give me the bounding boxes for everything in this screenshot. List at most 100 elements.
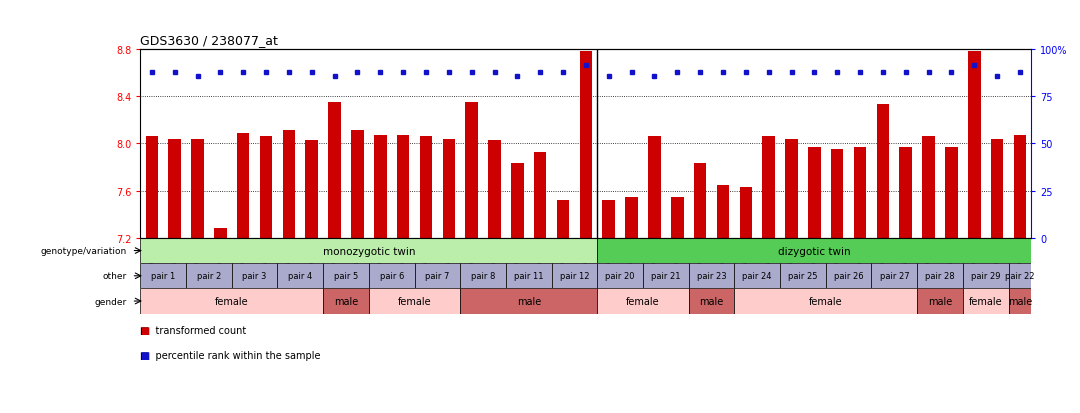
Bar — [963, 289, 1009, 314]
Bar — [374, 136, 387, 238]
Text: female: female — [969, 296, 1002, 306]
Text: male: male — [1008, 296, 1032, 306]
Bar — [780, 263, 826, 289]
Bar — [643, 263, 689, 289]
Bar — [323, 289, 369, 314]
Bar — [922, 137, 935, 238]
Bar — [505, 263, 552, 289]
Bar — [990, 139, 1003, 238]
Text: pair 6: pair 6 — [379, 272, 404, 280]
Text: pair 28: pair 28 — [926, 272, 955, 280]
Bar — [1009, 289, 1031, 314]
Bar — [323, 263, 369, 289]
Text: male: male — [516, 296, 541, 306]
Bar — [511, 164, 524, 238]
Text: pair 12: pair 12 — [559, 272, 590, 280]
Bar — [831, 150, 843, 238]
Bar — [872, 263, 917, 289]
Bar — [420, 137, 432, 238]
Bar — [717, 185, 729, 238]
Text: other: other — [103, 272, 127, 280]
Text: pair 29: pair 29 — [971, 272, 1000, 280]
Bar — [443, 139, 455, 238]
Bar — [557, 201, 569, 238]
Bar — [625, 197, 638, 238]
Bar — [278, 263, 323, 289]
Bar — [945, 147, 958, 238]
Bar — [534, 152, 546, 238]
Text: pair 26: pair 26 — [834, 272, 863, 280]
Text: pair 5: pair 5 — [334, 272, 359, 280]
Text: male: male — [928, 296, 953, 306]
Bar — [168, 139, 181, 238]
Bar — [306, 140, 318, 238]
Bar — [740, 188, 752, 238]
Text: female: female — [626, 296, 660, 306]
Bar — [465, 103, 478, 238]
Text: ■  percentile rank within the sample: ■ percentile rank within the sample — [140, 350, 321, 360]
Bar — [140, 263, 186, 289]
Bar — [877, 105, 889, 238]
Text: ■: ■ — [140, 350, 150, 360]
Text: gender: gender — [95, 297, 127, 306]
Bar — [191, 139, 204, 238]
Bar — [140, 289, 323, 314]
Bar — [854, 147, 866, 238]
Bar — [488, 140, 501, 238]
Bar — [785, 139, 798, 238]
Text: monozygotic twin: monozygotic twin — [323, 246, 415, 256]
Text: pair 20: pair 20 — [606, 272, 635, 280]
Bar — [808, 147, 821, 238]
Bar — [689, 289, 734, 314]
Text: ■  transformed count: ■ transformed count — [140, 325, 246, 335]
Text: pair 1: pair 1 — [151, 272, 175, 280]
Text: female: female — [215, 296, 248, 306]
Text: pair 24: pair 24 — [742, 272, 772, 280]
Text: dizygotic twin: dizygotic twin — [778, 246, 851, 256]
Bar — [552, 263, 597, 289]
Bar — [460, 263, 505, 289]
Text: genotype/variation: genotype/variation — [41, 247, 127, 255]
Bar — [597, 238, 1031, 263]
Bar — [968, 52, 981, 238]
Text: pair 7: pair 7 — [426, 272, 449, 280]
Bar — [734, 263, 780, 289]
Bar — [597, 289, 689, 314]
Bar — [369, 289, 460, 314]
Bar — [146, 137, 158, 238]
Text: GDS3630 / 238077_at: GDS3630 / 238077_at — [140, 34, 279, 47]
Bar — [648, 137, 661, 238]
Bar — [260, 137, 272, 238]
Bar — [917, 289, 963, 314]
Bar — [369, 263, 415, 289]
Bar — [734, 289, 917, 314]
Text: male: male — [700, 296, 724, 306]
Bar — [671, 197, 684, 238]
Text: pair 4: pair 4 — [288, 272, 312, 280]
Bar — [1009, 263, 1031, 289]
Bar — [140, 238, 597, 263]
Bar — [963, 263, 1009, 289]
Bar — [328, 103, 341, 238]
Bar — [214, 229, 227, 238]
Bar — [689, 263, 734, 289]
Bar — [283, 131, 295, 238]
Bar — [1014, 136, 1026, 238]
Text: pair 3: pair 3 — [242, 272, 267, 280]
Bar — [597, 263, 643, 289]
Text: pair 25: pair 25 — [788, 272, 818, 280]
Bar — [917, 263, 963, 289]
Text: pair 22: pair 22 — [1005, 272, 1035, 280]
Bar — [900, 147, 912, 238]
Bar — [396, 136, 409, 238]
Bar — [580, 52, 592, 238]
Text: pair 8: pair 8 — [471, 272, 496, 280]
Text: ■: ■ — [140, 325, 150, 335]
Text: pair 11: pair 11 — [514, 272, 543, 280]
Text: female: female — [397, 296, 431, 306]
Bar — [186, 263, 232, 289]
Bar — [693, 164, 706, 238]
Bar — [603, 201, 615, 238]
Bar — [415, 263, 460, 289]
Text: female: female — [809, 296, 842, 306]
